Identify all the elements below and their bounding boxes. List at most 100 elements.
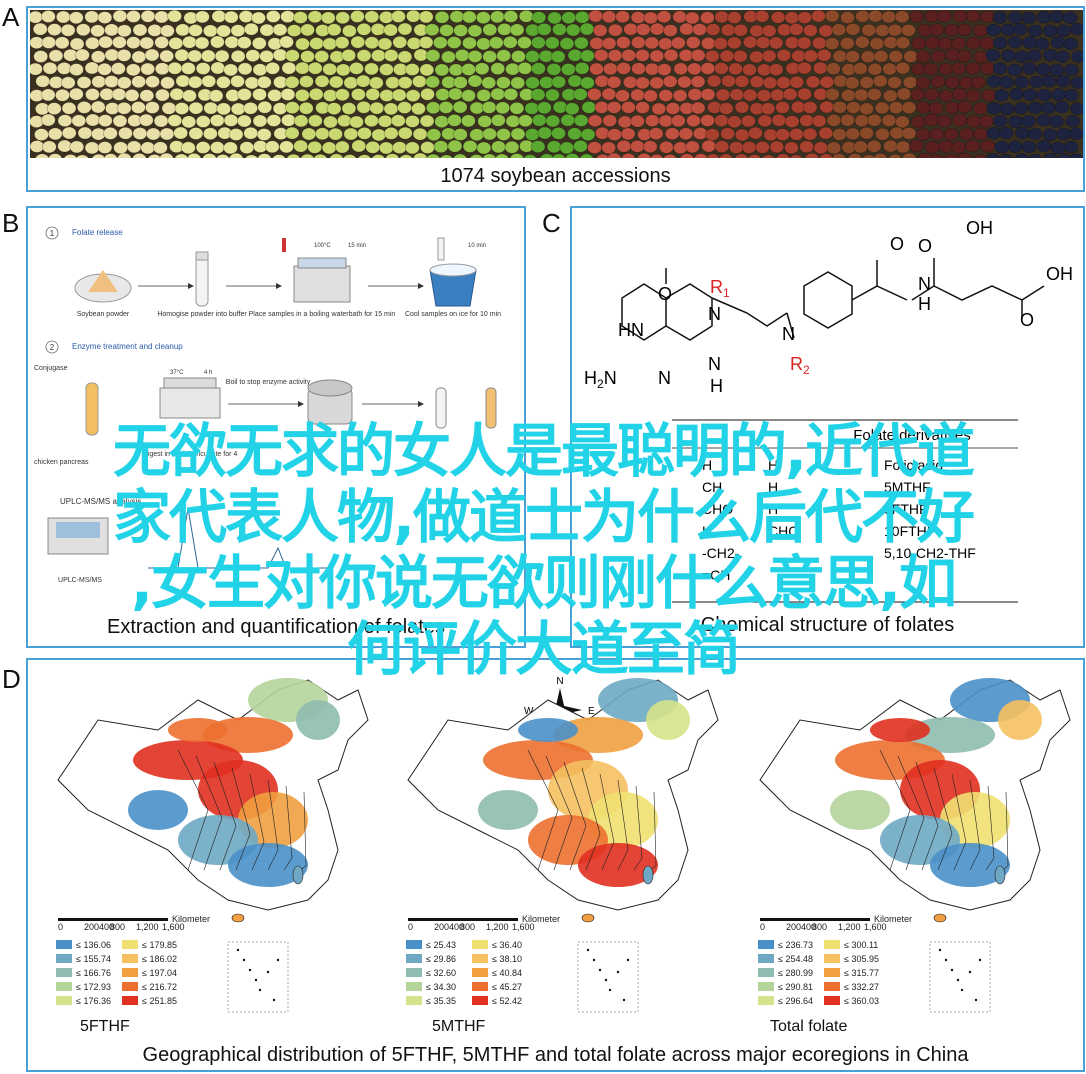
bean: [888, 50, 904, 63]
bean: [230, 24, 246, 37]
bean: [365, 141, 381, 154]
bean: [888, 101, 904, 114]
bean: [1042, 24, 1058, 38]
legend-label: ≤ 155.74: [76, 954, 111, 964]
bean: [447, 139, 463, 153]
bean: [748, 126, 763, 140]
bean: [117, 152, 132, 158]
bean: [729, 88, 745, 101]
bean: [426, 153, 441, 158]
bean: [1069, 102, 1083, 115]
bean: [776, 76, 791, 89]
bean: [761, 154, 775, 158]
bean: [126, 36, 141, 49]
map-region: [228, 843, 308, 887]
bean: [167, 61, 183, 75]
bean: [223, 114, 239, 127]
bean: [1041, 101, 1056, 115]
bean: [581, 101, 597, 114]
bean: [966, 36, 982, 50]
bean: [391, 88, 407, 102]
bean: [643, 11, 659, 25]
bean: [194, 36, 210, 50]
bean: [335, 63, 351, 77]
bean: [911, 62, 926, 76]
bean: [159, 127, 175, 141]
bean: [868, 10, 883, 23]
bean: [545, 36, 560, 50]
bean: [1064, 88, 1079, 102]
step2-pancreas-label: chicken pancreas: [34, 459, 89, 466]
panel-b-caption: Extraction and quantification of folates: [107, 616, 445, 638]
bean: [530, 88, 546, 101]
bean: [546, 63, 562, 76]
bean: [383, 49, 399, 62]
bean: [719, 49, 735, 63]
map-region: [578, 843, 658, 887]
bean: [1036, 63, 1051, 76]
bean: [704, 49, 720, 63]
bean: [284, 126, 300, 140]
bean: [323, 115, 338, 129]
bean: [651, 102, 667, 116]
atom-r2: R2: [790, 354, 810, 377]
bean: [518, 114, 533, 128]
legend-label: ≤ 186.02: [142, 954, 177, 964]
scale-tick: 0: [760, 922, 765, 932]
bean: [539, 153, 554, 158]
bean: [481, 101, 497, 114]
bean: [411, 102, 426, 116]
map-region: [296, 700, 340, 740]
bean: [574, 10, 590, 24]
legend-swatch: [406, 996, 422, 1005]
bean: [679, 153, 695, 158]
bean: [502, 35, 518, 49]
bean: [970, 76, 986, 89]
bean: [161, 102, 177, 115]
bean: [637, 152, 652, 158]
compass-e: E: [588, 706, 595, 717]
bean: [768, 63, 784, 76]
bean: [116, 49, 132, 62]
bean: [175, 74, 191, 88]
scale-tick: 200400: [786, 922, 816, 932]
panel-c-caption: Chemical structure of folates: [700, 614, 955, 636]
bean: [866, 140, 882, 153]
bean: [223, 141, 238, 155]
bean: [257, 153, 272, 158]
bean: [1022, 36, 1037, 49]
bean: [741, 114, 756, 128]
bean: [140, 62, 155, 76]
bean: [55, 88, 70, 102]
bean: [635, 23, 651, 36]
bean: [230, 50, 246, 63]
bean: [434, 10, 450, 24]
bean: [467, 74, 483, 88]
bean: [924, 113, 939, 127]
bean: [545, 88, 560, 102]
bean: [883, 139, 898, 153]
bean: [435, 88, 450, 101]
step1-label-1: Soybean powder: [77, 311, 130, 318]
bean: [98, 35, 113, 49]
bean: [606, 75, 622, 89]
bean: [71, 114, 87, 128]
bean: [901, 101, 917, 114]
atom-n1: N: [708, 304, 721, 324]
bean: [840, 11, 855, 24]
bean: [928, 102, 944, 115]
scale-tick: 0: [408, 922, 413, 932]
bean: [293, 114, 309, 128]
bean: [788, 23, 804, 36]
bean: [147, 24, 163, 37]
bean: [561, 63, 576, 76]
bean: [616, 36, 631, 49]
bean: [992, 62, 1008, 75]
bean: [706, 74, 722, 88]
bean: [531, 11, 547, 24]
atom-nh-h: H: [918, 294, 931, 314]
bean: [1068, 153, 1083, 158]
bean: [252, 88, 267, 101]
bean: [392, 141, 407, 154]
